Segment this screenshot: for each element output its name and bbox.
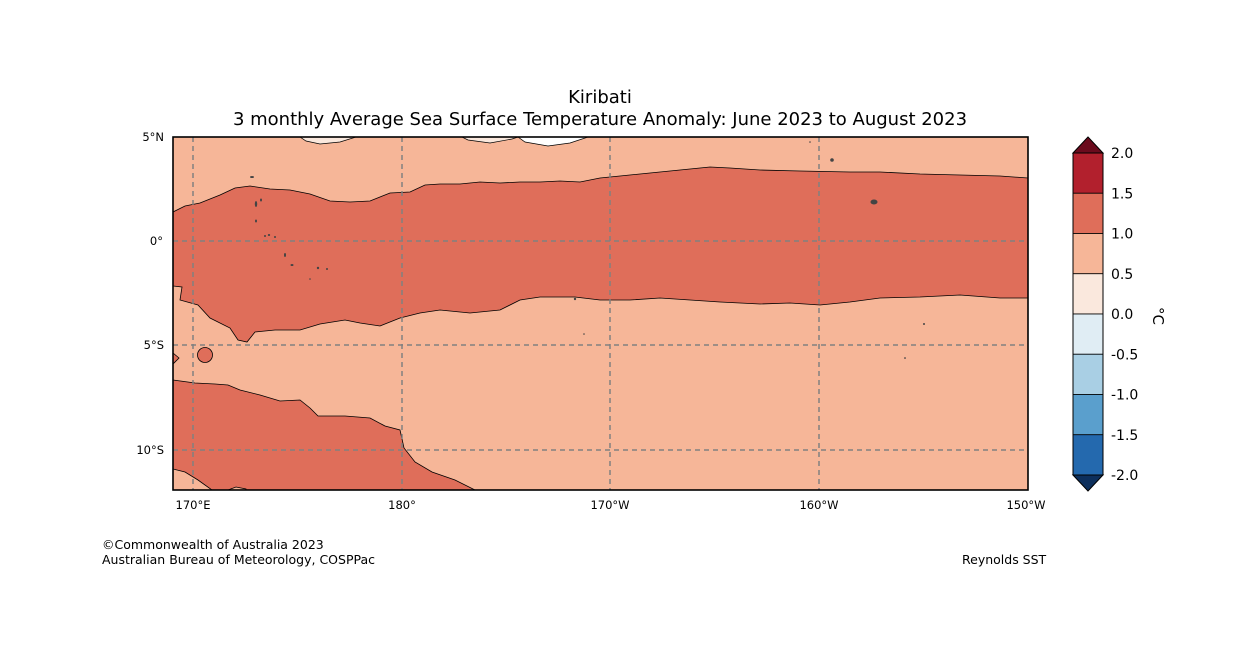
lon-label: 170°E: [176, 498, 211, 512]
colorbar-tick-label: 1.5: [1111, 186, 1133, 202]
anomaly-patch-0.0-0.5: [299, 137, 357, 145]
colorbar-tick-label: -1.5: [1111, 428, 1138, 444]
lon-label: 160°W: [799, 498, 838, 512]
anomaly-patch-0.0-0.5: [461, 137, 519, 144]
map-title: Kiribati: [568, 87, 632, 108]
colorbar-bin: [1072, 313, 1104, 355]
agency-text: Australian Bureau of Meteorology, COSPPa…: [102, 552, 375, 567]
anomaly-band-1.0-1.5: [173, 379, 476, 490]
lon-label: 180°: [388, 498, 416, 512]
colorbar-unit-label: °C: [1149, 307, 1167, 325]
map-frame: [172, 136, 1029, 491]
colorbar-bin: [1072, 233, 1104, 275]
anomaly-patch-0.0-0.5: [517, 137, 589, 147]
anomaly-map: [173, 137, 1028, 490]
colorbar-tick-label: -0.5: [1111, 347, 1138, 363]
colorbar-bin: [1072, 353, 1104, 395]
colorbar-tick-label: -2.0: [1111, 468, 1138, 484]
colorbar-bin: [1072, 394, 1104, 436]
lat-label: 0°: [150, 234, 163, 248]
lat-label: 5°N: [142, 130, 164, 144]
graticule: [173, 137, 1028, 490]
anomaly-patch-1.0-1.5: [197, 347, 213, 363]
anomaly-band-1.0-1.5: [173, 166, 1028, 343]
lat-label: 5°S: [144, 338, 164, 352]
lat-label: 10°S: [136, 443, 164, 457]
lon-label: 170°W: [590, 498, 629, 512]
colorbar-frame: [1072, 152, 1104, 476]
colorbar-tick-label: 2.0: [1111, 146, 1133, 162]
colorbar-tick-label: 0.5: [1111, 267, 1133, 283]
map-subtitle: 3 monthly Average Sea Surface Temperatur…: [232, 109, 968, 130]
colorbar-under-arrow: [1071, 474, 1105, 492]
lon-label: 150°W: [1006, 498, 1045, 512]
colorbar-tick-label: 1.0: [1111, 227, 1133, 243]
colorbar-tick-label: 0.0: [1111, 307, 1133, 323]
colorbar-over-arrow: [1071, 136, 1105, 154]
colorbar-tick-label: -1.0: [1111, 388, 1138, 404]
colorbar-bin: [1072, 434, 1104, 476]
attribution: ©Commonwealth of Australia 2023 Australi…: [102, 537, 375, 567]
island-markers: [250, 141, 925, 359]
colorbar-bin: [1072, 273, 1104, 315]
colorbar: 2.0 1.5 1.0 0.5 0.0 -0.5 -1.0 -1.5 -2.0 °C: [1071, 136, 1167, 492]
copyright-text: ©Commonwealth of Australia 2023: [102, 537, 324, 552]
anomaly-patch-1.0-1.5: [173, 352, 180, 365]
colorbar-bin: [1072, 152, 1104, 194]
colorbar-bin: [1072, 192, 1104, 234]
data-source-text: Reynolds SST: [962, 552, 1047, 567]
